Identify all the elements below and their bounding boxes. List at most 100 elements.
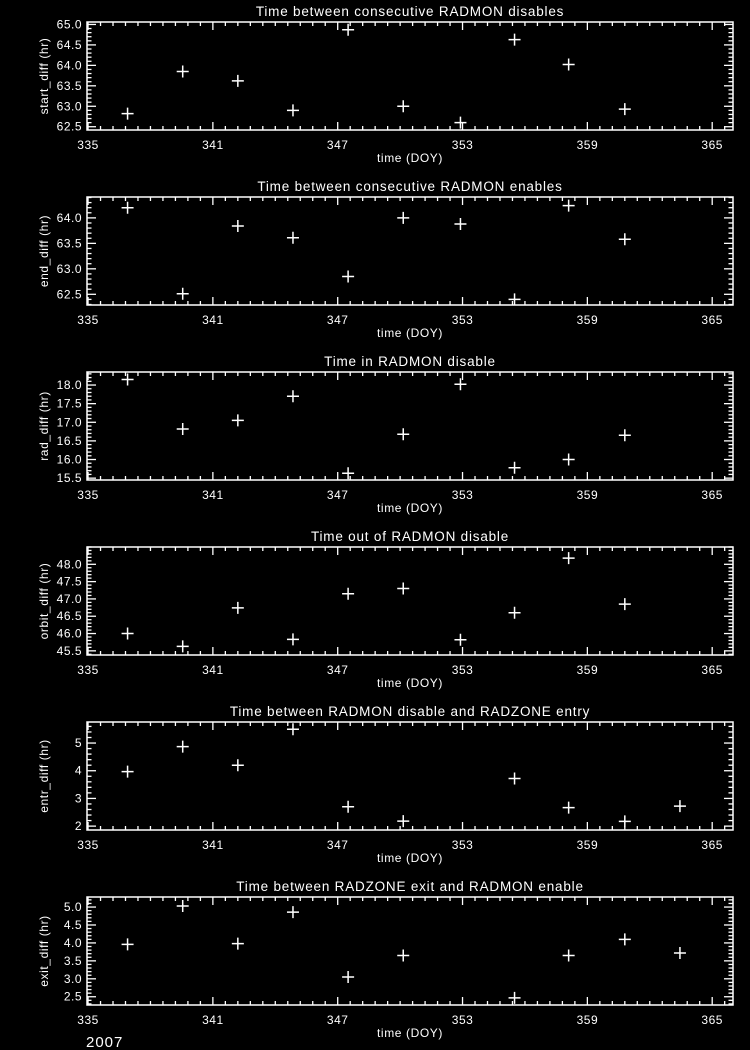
x-tick-label: 353 xyxy=(452,488,474,502)
plus-marker xyxy=(121,373,134,386)
x-tick-label: 353 xyxy=(452,313,474,327)
y-tick-label: 65.0 xyxy=(57,17,82,31)
plus-marker xyxy=(231,220,244,233)
data-points xyxy=(121,373,631,480)
plus-marker xyxy=(454,116,467,129)
x-ticks xyxy=(87,197,726,305)
plus-marker xyxy=(121,627,134,640)
y-tick-label: 2.5 xyxy=(64,990,82,1004)
x-tick-label: 359 xyxy=(577,838,599,852)
x-tick-label: 365 xyxy=(701,838,723,852)
y-tick-label: 64.0 xyxy=(57,211,82,225)
plus-marker xyxy=(562,552,575,565)
y-tick-label: 18.0 xyxy=(57,378,82,392)
y-tick-label: 17.0 xyxy=(57,415,82,429)
plus-marker xyxy=(176,899,189,912)
plus-marker xyxy=(121,765,134,778)
plus-marker xyxy=(342,23,355,36)
scatter-canvas: 335 341 347 353 359 365 15.5 16.0 16.5 17.0 17.5 18… xyxy=(57,371,734,502)
plot-exit-diff: Time between RADZONE exit and RADMON ena… xyxy=(0,875,750,1050)
plot-title: Time between RADZONE exit and RADMON ena… xyxy=(236,879,584,894)
plus-marker xyxy=(454,218,467,230)
y-tick-label: 5 xyxy=(75,736,82,750)
plus-marker xyxy=(231,74,244,87)
plus-marker xyxy=(286,906,299,919)
y-tick-label: 3.0 xyxy=(64,972,82,986)
plus-marker xyxy=(508,991,521,1004)
x-tick-label: 359 xyxy=(577,488,599,502)
plus-marker xyxy=(286,104,299,117)
x-tick-label: 359 xyxy=(577,663,599,677)
plus-marker xyxy=(397,100,410,113)
plus-marker xyxy=(231,937,244,950)
y-tick-label: 63.0 xyxy=(57,99,82,113)
plus-marker xyxy=(176,65,189,78)
plus-marker xyxy=(342,800,355,813)
plus-marker xyxy=(121,201,134,214)
x-tick-label: 365 xyxy=(701,313,723,327)
x-tick-label: 341 xyxy=(202,488,224,502)
plus-marker xyxy=(618,233,631,246)
y-ticks xyxy=(87,196,733,306)
x-tick-label: 335 xyxy=(77,663,99,677)
x-tick-label: 335 xyxy=(77,838,99,852)
x-tick-label: 365 xyxy=(701,488,723,502)
y-tick-label: 5.0 xyxy=(64,900,82,914)
x-tick-label: 359 xyxy=(577,313,599,327)
plus-marker xyxy=(508,461,521,474)
scatter-canvas: 335 341 347 353 359 365 62.5 63.0 63.5 64.0 xyxy=(57,196,734,327)
x-ticks xyxy=(87,547,726,655)
x-tick-label: 341 xyxy=(202,1013,224,1027)
x-axis-label: time (DOY) xyxy=(377,326,443,340)
x-ticks xyxy=(87,372,726,480)
y-tick-label: 16.5 xyxy=(57,434,82,448)
plus-marker xyxy=(562,199,575,212)
plus-marker xyxy=(286,231,299,244)
y-tick-label: 64.5 xyxy=(57,38,82,52)
x-axis-label: time (DOY) xyxy=(377,676,443,690)
plus-marker xyxy=(618,103,631,116)
y-tick-label: 63.5 xyxy=(57,79,82,93)
x-tick-label: 353 xyxy=(452,838,474,852)
y-tick-label: 17.5 xyxy=(57,397,82,411)
plus-marker xyxy=(618,598,631,611)
plus-marker xyxy=(618,933,631,946)
plus-marker xyxy=(342,270,355,283)
y-tick-label: 2 xyxy=(75,819,82,833)
x-tick-label: 341 xyxy=(202,838,224,852)
x-tick-label: 365 xyxy=(701,663,723,677)
plot-rad-diff: Time in RADMON disable rad_diff (hr) 335… xyxy=(0,350,750,525)
y-tick-label: 64.0 xyxy=(57,58,82,72)
x-tick-label: 341 xyxy=(202,138,224,152)
x-tick-label: 353 xyxy=(452,663,474,677)
plot-title: Time in RADMON disable xyxy=(324,354,496,369)
plus-marker xyxy=(618,429,631,442)
y-tick-label: 16.0 xyxy=(57,453,82,467)
y-tick-label: 46.0 xyxy=(57,627,82,641)
plus-marker xyxy=(176,287,189,300)
x-tick-label: 359 xyxy=(577,1013,599,1027)
x-axis-label: time (DOY) xyxy=(377,1026,443,1040)
x-tick-label: 335 xyxy=(77,1013,99,1027)
plus-marker xyxy=(673,946,686,959)
scatter-canvas: 335 341 347 353 359 365 2.5 3.0 3.5 4.0 4.5 5.0 xyxy=(64,896,734,1027)
data-points xyxy=(121,899,686,1004)
y-tick-label: 46.5 xyxy=(57,609,82,623)
x-tick-label: 347 xyxy=(327,838,349,852)
plus-marker xyxy=(508,606,521,619)
x-axis-label: time (DOY) xyxy=(377,501,443,515)
y-tick-label: 4.5 xyxy=(64,918,82,932)
plus-marker xyxy=(176,740,189,753)
plus-marker xyxy=(508,772,521,785)
y-tick-label: 45.5 xyxy=(57,644,82,658)
x-tick-label: 365 xyxy=(701,138,723,152)
plus-marker xyxy=(508,293,521,306)
plus-marker xyxy=(397,815,410,828)
plus-marker xyxy=(231,759,244,772)
plus-marker xyxy=(231,414,244,427)
plus-marker xyxy=(121,107,134,120)
plot-end-diff: Time between consecutive RADMON enables … xyxy=(0,175,750,350)
plot-title: Time between consecutive RADMON disables xyxy=(255,4,565,19)
x-ticks xyxy=(87,722,726,830)
